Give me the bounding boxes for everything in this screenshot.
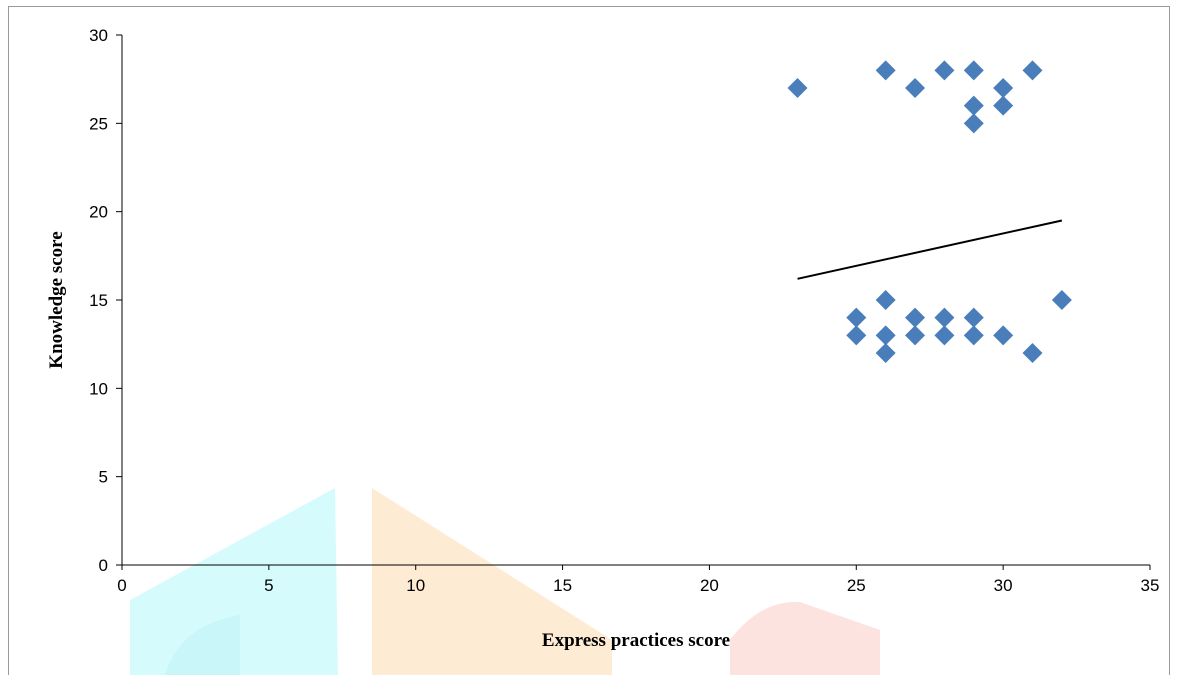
data-point xyxy=(846,307,867,328)
data-point xyxy=(934,307,955,328)
y-tick-label: 25 xyxy=(89,114,108,133)
data-point xyxy=(875,343,896,363)
x-tick-label: 15 xyxy=(553,576,572,595)
data-point xyxy=(905,78,926,98)
y-tick-label: 20 xyxy=(89,203,108,222)
data-point xyxy=(934,325,955,346)
data-point xyxy=(875,325,896,346)
data-point xyxy=(963,60,984,81)
data-point xyxy=(993,78,1014,98)
data-point xyxy=(875,290,896,310)
data-point xyxy=(963,307,984,328)
x-tick-label: 20 xyxy=(700,576,719,595)
y-axis-title: Knowledge score xyxy=(46,231,67,368)
data-point xyxy=(963,113,984,134)
x-tick-label: 35 xyxy=(1141,576,1160,595)
x-axis-title: Express practices score xyxy=(542,630,730,651)
data-point xyxy=(963,95,984,116)
data-point xyxy=(875,60,896,81)
data-point xyxy=(1051,290,1072,310)
data-point xyxy=(905,307,926,328)
axes xyxy=(121,35,1150,566)
y-tick-label: 15 xyxy=(89,291,108,310)
y-tick-label: 10 xyxy=(89,379,108,398)
trendline xyxy=(797,219,1063,280)
data-point xyxy=(1022,60,1043,81)
trendline-group xyxy=(797,219,1063,280)
y-ticks: 0 5 10 15 20 25 30 xyxy=(89,26,122,575)
data-point xyxy=(963,325,984,346)
data-point xyxy=(934,60,955,81)
watermark-logo xyxy=(130,488,880,675)
data-point xyxy=(1022,343,1043,363)
y-tick-label: 5 xyxy=(99,468,108,487)
data-point xyxy=(993,95,1014,116)
y-tick-label: 30 xyxy=(89,26,108,45)
data-point xyxy=(905,325,926,346)
data-point xyxy=(846,325,867,346)
x-tick-label: 30 xyxy=(994,576,1013,595)
x-ticks: 0 5 10 15 20 25 30 35 xyxy=(117,565,1159,595)
y-tick-label: 0 xyxy=(99,556,108,575)
chart-frame xyxy=(8,6,1170,675)
x-tick-label: 10 xyxy=(406,576,425,595)
x-tick-label: 0 xyxy=(117,576,126,595)
data-points xyxy=(787,60,1072,363)
x-tick-label: 5 xyxy=(264,576,273,595)
data-point xyxy=(787,78,808,98)
data-point xyxy=(993,325,1014,346)
x-tick-label: 25 xyxy=(847,576,866,595)
